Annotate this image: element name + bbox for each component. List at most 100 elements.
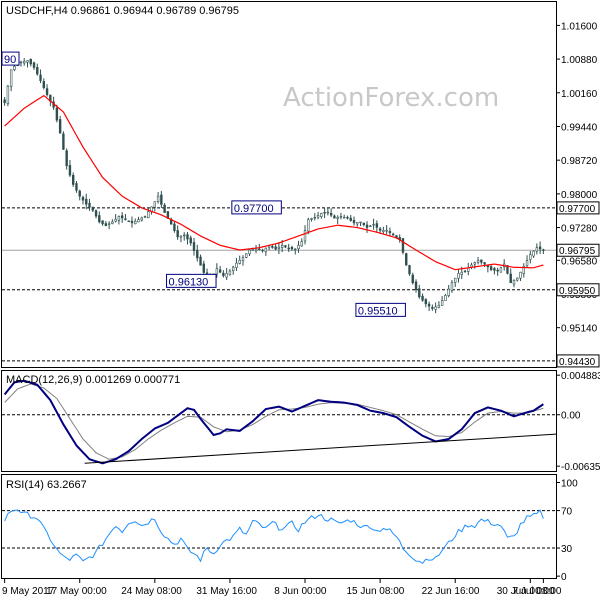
candle-body [424, 299, 428, 305]
candle-body [454, 277, 457, 283]
candle-body [134, 220, 137, 225]
candle-body [114, 218, 117, 222]
candle-body [143, 216, 147, 218]
candle-body [241, 257, 245, 262]
candle-body [55, 107, 59, 121]
candle-body [421, 295, 424, 301]
candle-body [313, 216, 317, 219]
candle-body [225, 273, 228, 278]
candle-body [94, 210, 98, 217]
price-axis-label: 0.99440 [561, 122, 598, 133]
price-annotation: 0.95510 [358, 305, 398, 317]
candle-body [346, 217, 349, 219]
candle-body [280, 245, 284, 248]
candle-body [91, 206, 94, 211]
candle-body [323, 212, 326, 214]
candle-body [36, 67, 39, 75]
candle-body [215, 268, 219, 275]
date-axis-label: 31 May 16:00 [196, 586, 257, 597]
rsi-axis-label: 70 [561, 507, 573, 518]
candle-body [297, 245, 300, 250]
candle-body [444, 295, 447, 301]
candle-body [473, 262, 476, 265]
candle-body [101, 220, 104, 225]
candle-body [248, 249, 251, 255]
candle-body [529, 254, 532, 260]
candle-body [434, 306, 437, 310]
candle-body [320, 213, 323, 217]
candle-body [32, 62, 36, 68]
candle-body [274, 246, 277, 250]
price-axis-label: 0.97280 [561, 224, 598, 235]
candle-body [489, 266, 493, 270]
candle-body [245, 253, 248, 258]
candle-body [231, 266, 235, 271]
candle-body [258, 248, 261, 251]
price-tag-label: 0.97700 [559, 204, 596, 215]
candle-body [261, 249, 264, 252]
rsi-line [4, 509, 544, 565]
candle-body [343, 216, 346, 219]
candle-body [78, 190, 81, 197]
date-axis-label: 8 Jun 00:00 [274, 586, 327, 597]
candle-body [117, 216, 121, 221]
macd-trendline [84, 433, 557, 464]
price-tag-label: 0.96795 [559, 246, 596, 257]
candle-body [238, 260, 241, 264]
candle-body [192, 242, 196, 251]
axis-layer: 1.01600 1.00880 1.00160 0.99440 0.98720 0.980… [2, 21, 600, 597]
candle-body [365, 224, 369, 228]
candle-body [496, 269, 499, 272]
price-axis-label: 1.00160 [561, 89, 598, 100]
watermark: ActionForex.com [283, 83, 499, 113]
candle-body [457, 273, 460, 279]
candle-body [29, 58, 32, 65]
price-annotation: 0.97700 [234, 203, 274, 215]
candle-body [385, 230, 388, 232]
candle-body [483, 262, 486, 265]
candle-body [440, 300, 444, 306]
candle-body [525, 260, 529, 267]
candle-body [287, 247, 290, 250]
price-tag-box [556, 243, 600, 257]
date-axis-label: 17 May 00:00 [46, 586, 107, 597]
candle-body [506, 265, 509, 274]
candle-body [26, 60, 29, 63]
macd-panel-frame [1, 370, 557, 472]
candle-body [75, 183, 78, 191]
candle-body [499, 267, 503, 273]
candle-body [401, 238, 405, 253]
candle-body [271, 246, 274, 248]
candle-body [303, 230, 307, 242]
candle-body [408, 265, 411, 275]
candle-body [202, 263, 205, 273]
price-axis-label: 0.98000 [561, 190, 598, 201]
rsi-axis-label: 100 [561, 478, 578, 489]
price-annotation: 90 [4, 54, 16, 66]
candle-body [179, 235, 183, 238]
candle-body [336, 216, 339, 219]
price-axis-label: 1.00880 [561, 55, 598, 66]
candle-body [111, 221, 114, 224]
macd-axis-label: 0.004883 [561, 371, 600, 382]
candle-body [476, 260, 480, 263]
date-axis-label: 24 May 08:00 [121, 586, 182, 597]
candle-body [522, 266, 525, 274]
candle-body [72, 175, 75, 185]
candle-body [196, 250, 199, 259]
price-annotation-box [231, 200, 282, 215]
price-annotation-box [166, 273, 217, 288]
rsi-axis-label: 30 [561, 544, 573, 555]
price-axis-label: 1.01600 [561, 21, 598, 32]
macd-layer [2, 379, 557, 465]
candle-body [183, 234, 186, 237]
candle-body [9, 69, 13, 87]
macd-line [3, 379, 544, 465]
macd-axis-label: -0.006354 [561, 462, 600, 473]
date-axis-label: 15 Jun 08:00 [347, 586, 405, 597]
candle-body [68, 165, 72, 176]
price-annotation: 0.96130 [169, 276, 209, 288]
rsi-panel-frame [1, 474, 557, 579]
candle-body [65, 150, 68, 167]
